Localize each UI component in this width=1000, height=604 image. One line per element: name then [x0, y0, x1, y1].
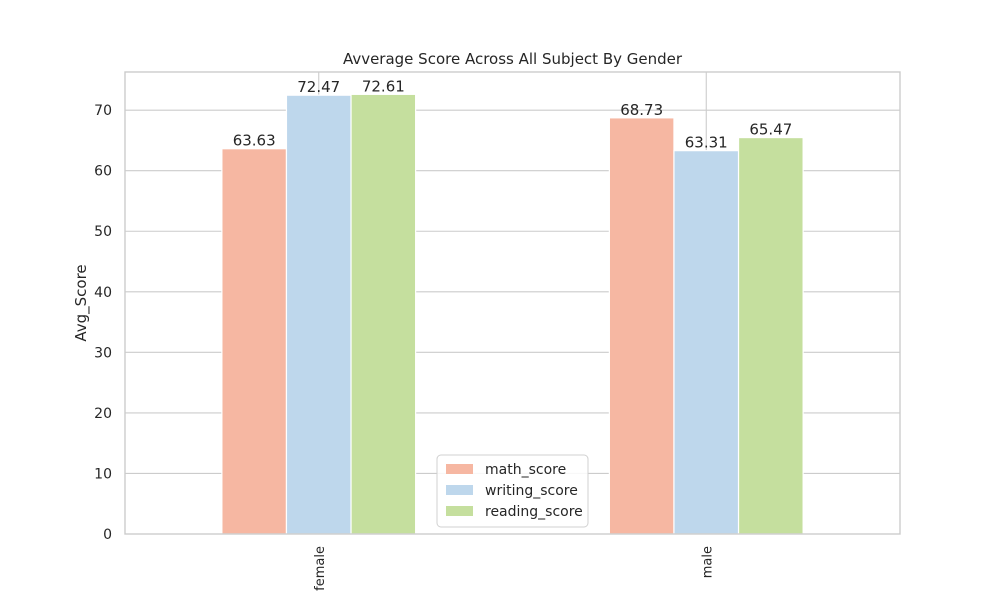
data-label: 63.31	[685, 134, 728, 152]
legend-label: math_score	[485, 462, 566, 478]
x-tick-label: male	[700, 546, 715, 578]
chart-title: Avverage Score Across All Subject By Gen…	[343, 50, 683, 68]
data-label: 65.47	[749, 121, 792, 139]
legend-swatch-writing_score	[446, 485, 473, 495]
data-label: 72.61	[362, 77, 405, 95]
legend-swatch-math_score	[446, 464, 473, 474]
bar-writing_score-female	[285, 94, 352, 535]
legend: math_score writing_score reading_score	[436, 454, 589, 528]
data-label: 68.73	[620, 101, 663, 119]
y-tick-label: 40	[94, 285, 112, 301]
value-labels: 63.63 68.73 72.47 63.31 72.61 65.47	[233, 77, 793, 151]
y-tick-label: 70	[94, 103, 112, 119]
legend-label: reading_score	[485, 504, 583, 520]
data-label: 63.63	[233, 132, 276, 150]
y-axis-label: Avg_Score	[72, 264, 91, 341]
plot-frame	[124, 71, 901, 535]
bars	[221, 93, 804, 535]
y-tick-label: 20	[94, 406, 112, 422]
y-tick-label: 30	[94, 345, 112, 361]
y-tick-label: 10	[94, 466, 112, 482]
legend-box	[436, 454, 589, 528]
bar-reading_score-female	[350, 93, 417, 535]
axes: 0 10 20 30 40 50 60 70 female male	[94, 71, 901, 591]
y-tick-label: 60	[94, 164, 112, 180]
bar-writing_score-male	[673, 150, 740, 535]
bar-math_score-male	[608, 117, 675, 535]
legend-swatch-reading_score	[446, 506, 473, 516]
data-label: 72.47	[297, 78, 340, 96]
legend-label: writing_score	[485, 483, 578, 499]
y-tick-label: 50	[94, 224, 112, 240]
y-tick-label: 0	[103, 527, 112, 543]
bar-math_score-female	[221, 148, 288, 535]
x-tick-label: female	[313, 546, 328, 591]
bar-reading_score-male	[737, 136, 804, 535]
